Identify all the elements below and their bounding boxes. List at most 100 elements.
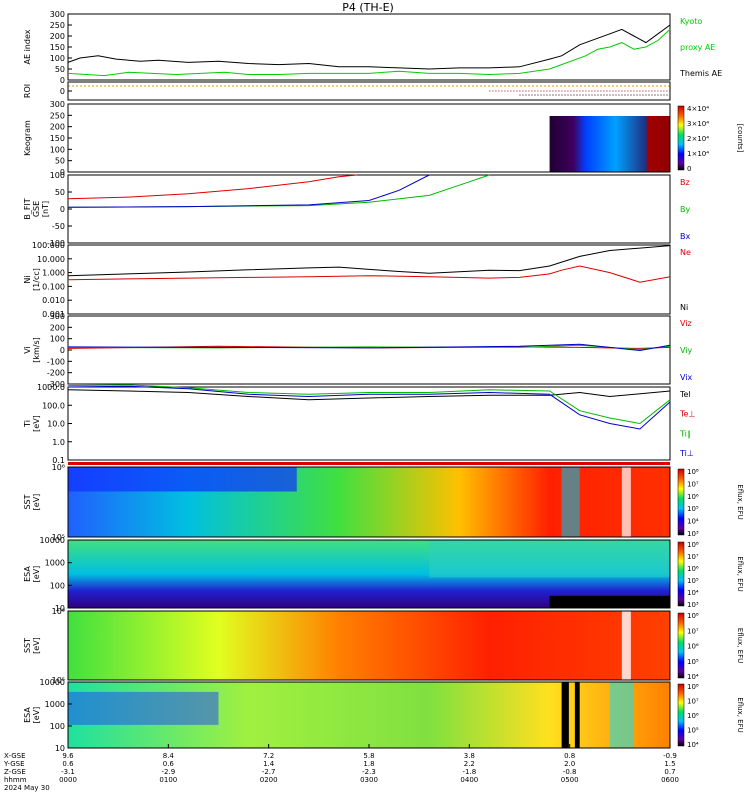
y-tick-label: 100	[50, 722, 65, 731]
colorbar-tick-label: 10⁶	[687, 712, 699, 720]
spectrogram-fill	[68, 611, 670, 680]
y-axis-unit: GSE	[32, 201, 41, 217]
panel-frame	[67, 539, 671, 609]
panel-velocity: Vi [km/s] -300 -200 -100 0 100 200 300 Viz Viy Vix	[23, 312, 693, 389]
x-tick-label: 0200	[260, 776, 278, 784]
y-axis-label: ESA	[23, 566, 32, 582]
panel-bfield: B_FIT GSE [nT] -100 -50 0 50 100 Bz By Bx	[23, 171, 690, 248]
series-line	[67, 174, 358, 200]
legend-entry: Te⊥	[679, 410, 695, 419]
x-tick-label: -2.9	[161, 768, 175, 776]
y-axis-unit: [eV]	[32, 415, 41, 432]
colorbar-tick-label: 10⁶	[687, 493, 699, 501]
colorbar-tick-label: 10⁴	[687, 741, 699, 749]
colorbar-tick-label: 4×10⁴	[687, 105, 709, 113]
colorbar-tick-label: 10⁵	[687, 577, 699, 585]
y-axis-unit: [1/cc]	[32, 268, 41, 291]
y-axis-unit: [eV]	[32, 566, 41, 583]
legend-entry: Ti⊥	[679, 449, 694, 458]
y-tick-label: 10000	[40, 678, 65, 687]
colorbar-tick-label: 10³	[687, 601, 699, 609]
colorbar-tick-label: 10⁴	[687, 673, 699, 681]
y-axis-unit: [eV]	[32, 707, 41, 724]
y-axis-label: Vi	[23, 346, 32, 354]
legend-entry: Bx	[680, 232, 690, 241]
y-tick-label: 100.000	[32, 241, 65, 250]
colorbar-tick-label: 10⁷	[687, 627, 699, 635]
colorbar-label: Eflux, EFU	[736, 697, 744, 732]
x-axis-row-label: hhmm	[4, 776, 27, 784]
y-tick-label: 300	[50, 100, 65, 109]
spectrogram-band	[68, 691, 219, 725]
colorbar-tick-label: 10⁸	[687, 612, 699, 620]
colorbar-tick-label: 10⁷	[687, 480, 699, 488]
y-tick-label: 10⁶	[52, 463, 65, 472]
panel-density: Ni [1/cc]0.0010.0100.1001.00010.000100.00…	[23, 241, 691, 319]
y-tick-label: 0	[60, 205, 65, 214]
x-tick-label: 0400	[460, 776, 478, 784]
y-tick-label: 250	[50, 111, 65, 120]
spectrogram-band	[574, 682, 580, 748]
colorbar-tick-label: 3×10⁴	[687, 120, 709, 128]
series-line	[67, 174, 490, 208]
x-tick-label: 3.8	[464, 752, 475, 760]
y-tick-label: 100.0	[42, 401, 65, 410]
y-tick-label: 50	[55, 65, 65, 74]
y-tick-label: -100	[47, 239, 65, 248]
y-tick-label: -50	[52, 222, 65, 231]
panel-frame	[67, 244, 671, 315]
legend-entry: Tel	[679, 390, 691, 399]
x-tick-label: 0300	[360, 776, 378, 784]
panel-frame	[67, 610, 671, 681]
spectrogram-band	[549, 595, 670, 608]
x-tick-label: 2.2	[464, 760, 475, 768]
colorbar-tick-label: 10⁷	[687, 698, 699, 706]
y-tick-label: 10.000	[37, 255, 65, 264]
colorbar-tick-label: 10⁴	[687, 589, 699, 597]
panel-esa_e: ESA [eV] 10 100 1000 10000 10⁴ 10⁵ 10⁶ 10⁷ 10⁸ Eflu…	[23, 678, 744, 753]
x-tick-label: 7.2	[263, 752, 274, 760]
y-axis-label: Keogram	[23, 120, 32, 156]
legend-entry: Ti∥	[679, 429, 691, 438]
legend-entry: Ni	[680, 303, 688, 312]
y-tick-label: 150	[50, 43, 65, 52]
colorbar-tick-label: 10³	[687, 530, 699, 538]
colorbar-tick-label: 10⁵	[687, 727, 699, 735]
colorbar-label: [counts]	[736, 124, 744, 153]
x-tick-label: 8.4	[163, 752, 175, 760]
y-tick-label: 300	[50, 312, 65, 321]
y-tick-label: 0.1	[52, 456, 65, 465]
series-line	[67, 174, 430, 208]
x-tick-label: -0.9	[663, 752, 677, 760]
y-axis-unit: [eV]	[32, 494, 41, 511]
colorbar-tick-label: 10⁷	[687, 553, 699, 561]
panel-sst_omni: SST [eV] 10⁵ 10⁶ 10³ 10⁴ 10⁵ 10⁶ 10⁷ 10⁸ Eflux, EF…	[23, 463, 744, 542]
x-axis-row-label: Y-GSE	[3, 760, 25, 768]
x-axis-row-label: X-GSE	[4, 752, 26, 760]
y-tick-label: 200	[50, 123, 65, 132]
x-tick-label: 9.6	[62, 752, 74, 760]
colorbar	[677, 541, 685, 607]
y-axis-unit: [eV]	[32, 637, 41, 654]
x-tick-label: 0.7	[664, 768, 675, 776]
y-tick-label: 10⁵	[52, 533, 65, 542]
y-tick-label: -200	[47, 369, 65, 378]
colorbar-tick-label: 10⁴	[687, 518, 699, 526]
spectrogram-band	[68, 467, 297, 492]
x-tick-label: 0.6	[163, 760, 175, 768]
y-tick-label: 100	[50, 335, 65, 344]
y-tick-label: 0	[60, 168, 65, 177]
y-tick-label: 0	[60, 87, 65, 96]
y-tick-label: -300	[47, 380, 65, 389]
x-tick-label: 0.6	[62, 760, 74, 768]
series-line	[67, 385, 671, 430]
series-line	[67, 384, 671, 425]
spectrogram-band	[609, 682, 634, 748]
panel-sst_e: SST [eV] 10⁵ 10⁶ 10⁴ 10⁵ 10⁶ 10⁷ 10⁸ Eflux, EFU	[23, 607, 744, 685]
y-tick-label: 10	[55, 604, 65, 613]
spectrogram-band	[429, 540, 670, 578]
y-tick-label: 100	[50, 171, 65, 180]
y-tick-label: 1000.0	[37, 383, 65, 392]
